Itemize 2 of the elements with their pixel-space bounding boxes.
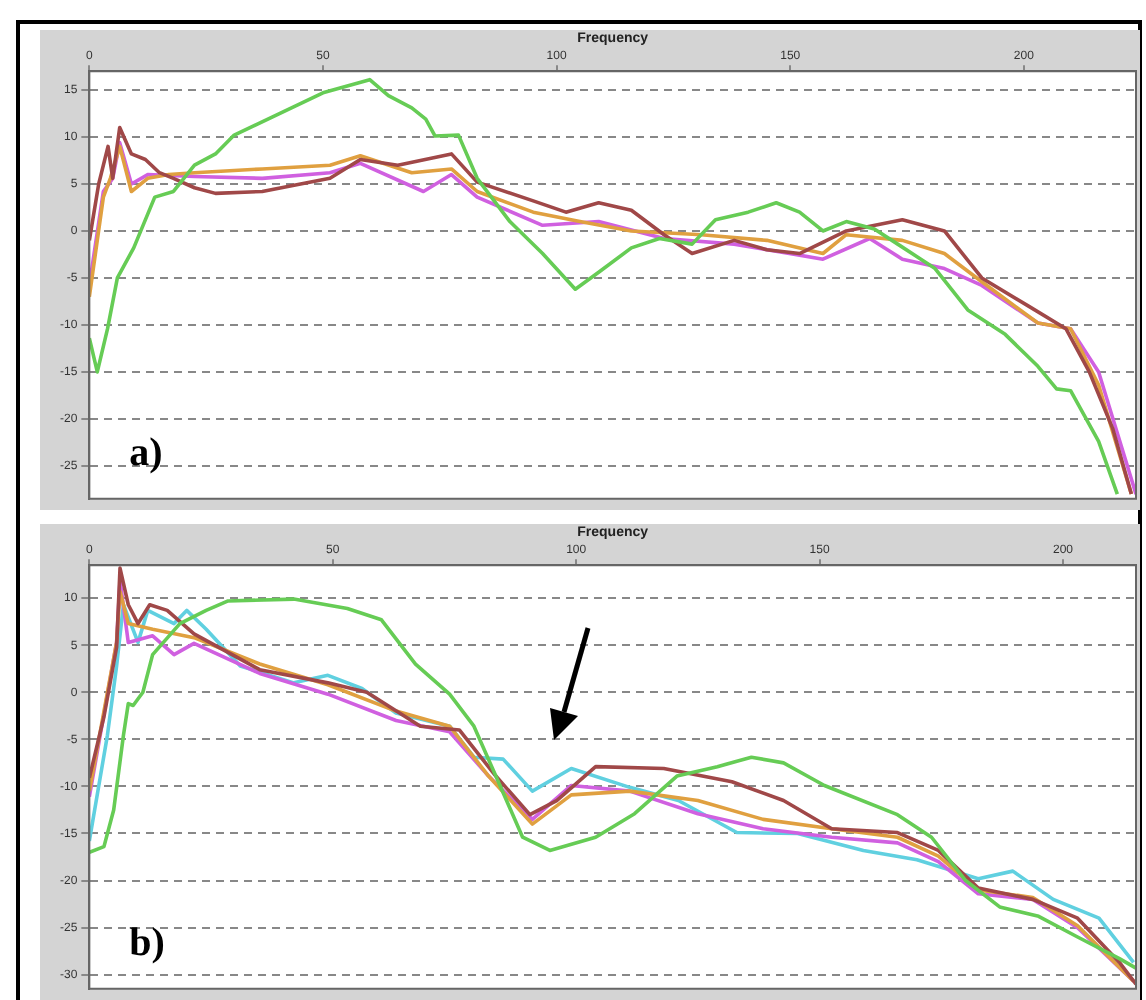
annotation: b) [129,921,165,966]
annotation: a) [129,431,163,476]
